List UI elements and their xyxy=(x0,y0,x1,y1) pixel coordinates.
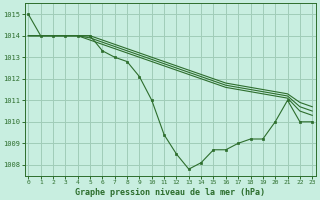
X-axis label: Graphe pression niveau de la mer (hPa): Graphe pression niveau de la mer (hPa) xyxy=(75,188,265,197)
